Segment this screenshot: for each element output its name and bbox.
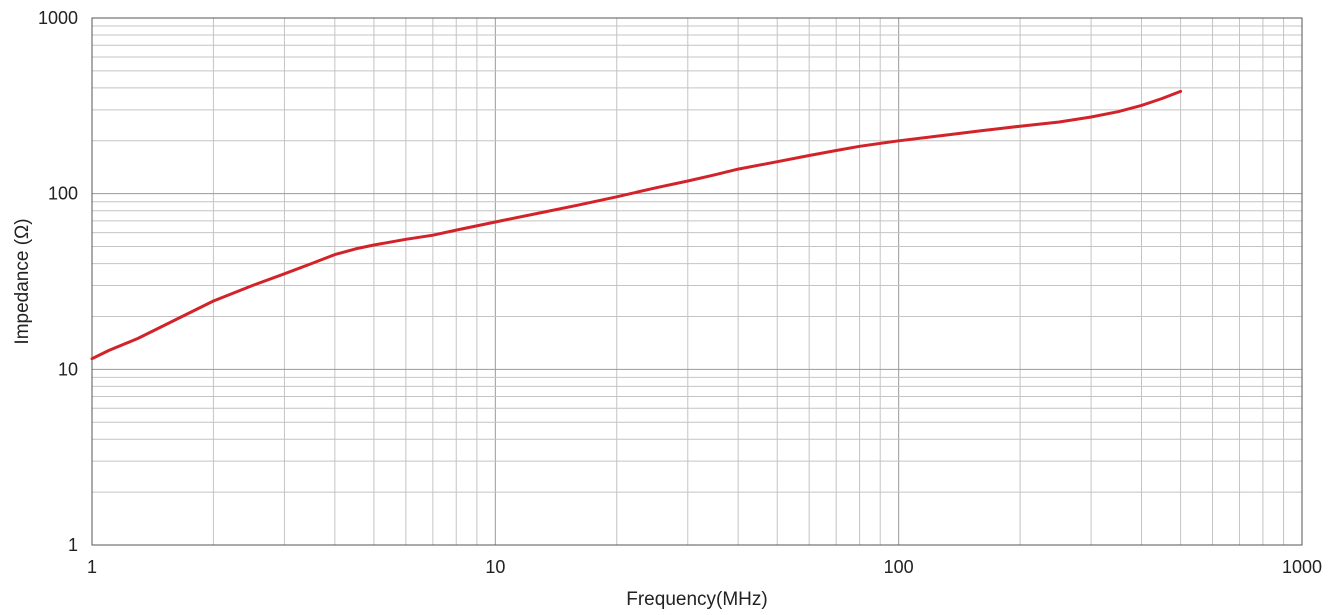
y-axis-title: Impedance (Ω): [12, 218, 33, 344]
series-line: [90, 89, 1183, 361]
grid: [92, 18, 1302, 545]
x-tick-label: 100: [884, 557, 914, 577]
x-axis-title: Frequency(MHz): [626, 589, 767, 610]
x-tick-label: 10: [485, 557, 505, 577]
x-tick-label: 1: [87, 557, 97, 577]
y-tick-label: 1: [68, 535, 78, 555]
x-tick-labels: 1 10 100 1000: [87, 557, 1322, 577]
y-tick-label: 10: [58, 359, 78, 379]
series-layer: [90, 89, 1183, 361]
x-tick-label: 1000: [1282, 557, 1322, 577]
y-tick-label: 1000: [38, 8, 78, 28]
plot-frame: [91, 17, 1303, 546]
y-tick-label: 100: [48, 184, 78, 204]
y-tick-labels: 1 10 100 1000: [38, 8, 78, 555]
